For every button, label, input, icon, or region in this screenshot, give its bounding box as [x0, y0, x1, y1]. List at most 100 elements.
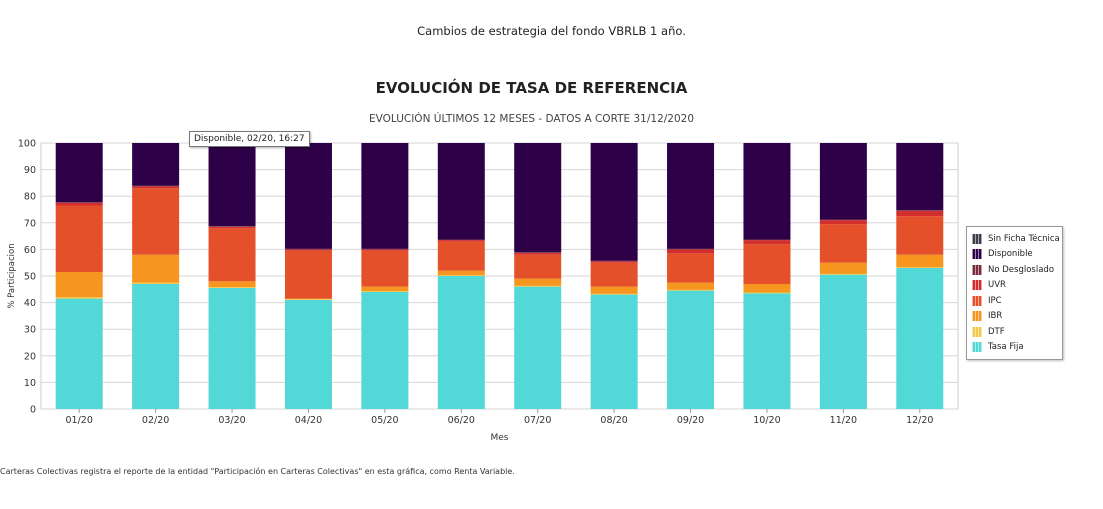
legend-label: IPC: [988, 295, 1002, 306]
bar-segment-no-desgloslado: [437, 239, 485, 241]
bar-segment-dtf: [667, 289, 715, 291]
legend-label: IBR: [988, 311, 1003, 322]
x-tick-label: 06/20: [448, 415, 475, 426]
legend-item[interactable]: UVR: [972, 278, 1062, 294]
bar-segment-dtf: [819, 273, 867, 275]
bar-segment-uvr: [896, 210, 944, 217]
x-tick-label: 11/20: [830, 415, 857, 426]
y-tick-label: 0: [30, 405, 36, 416]
bar-segment-uvr: [55, 202, 103, 206]
legend-swatch: [972, 249, 982, 260]
bar-segment-ipc: [667, 253, 715, 283]
legend-label: No Desgloslado: [988, 264, 1055, 275]
legend-label: DTF: [988, 326, 1005, 337]
bar-segment-ipc: [55, 205, 103, 273]
bar-segment-ibr: [819, 262, 867, 274]
chart-tooltip: Disponible, 02/20, 16:27: [189, 131, 310, 147]
bar-segment-uvr: [437, 240, 485, 242]
bar-segment-disponible: [284, 143, 332, 249]
legend-swatch: [972, 264, 982, 275]
chart-title: EVOLUCIÓN DE TASA DE REFERENCIA: [375, 79, 688, 97]
bar-segment-uvr: [743, 240, 791, 245]
y-axis-label: % Participacion: [7, 243, 17, 308]
bar-segment-tasa-fija: [55, 298, 103, 409]
legend-item[interactable]: IBR: [972, 309, 1062, 325]
bar-segment-ibr: [208, 281, 256, 288]
bar-segment-tasa-fija: [284, 299, 332, 409]
bar-segment-tasa-fija: [437, 276, 485, 409]
bar-segment-disponible: [590, 143, 638, 261]
bar-segment-uvr: [208, 226, 256, 229]
x-tick-label: 12/20: [906, 415, 933, 426]
y-tick-label: 70: [24, 218, 36, 229]
bar-segment-dtf: [437, 275, 485, 276]
y-tick-label: 30: [24, 325, 36, 336]
bar-segment-tasa-fija: [896, 268, 944, 409]
bar-segment-ipc: [284, 250, 332, 299]
bar-segment-no-desgloslado: [743, 239, 791, 241]
bar-segment-tasa-fija: [132, 283, 180, 409]
bar-segment-no-desgloslado: [208, 226, 256, 227]
legend-item[interactable]: Sin Ficha Técnica: [972, 231, 1062, 247]
legend-label: Tasa Fija: [988, 342, 1024, 353]
bar-segment-no-desgloslado: [896, 210, 944, 211]
y-tick-label: 20: [24, 351, 36, 362]
x-tick-label: 01/20: [66, 415, 93, 426]
x-tick-label: 08/20: [600, 415, 627, 426]
bar-segment-tasa-fija: [743, 293, 791, 409]
bar-segment-dtf: [743, 292, 791, 294]
bar-segment-ipc: [819, 224, 867, 263]
x-tick-label: 03/20: [218, 415, 245, 426]
legend-item[interactable]: No Desgloslado: [972, 262, 1062, 278]
bar-segment-no-desgloslado: [819, 219, 867, 221]
bar-segment-ibr: [514, 278, 562, 286]
bar-segment-disponible: [667, 143, 715, 249]
legend-item[interactable]: Tasa Fija: [972, 340, 1062, 356]
legend-item[interactable]: IPC: [972, 293, 1062, 309]
y-tick-label: 90: [24, 165, 36, 176]
bar-segment-ibr: [284, 298, 332, 300]
bar-segment-uvr: [590, 261, 638, 263]
bar-segment-uvr: [667, 249, 715, 254]
bar-segment-tasa-fija: [590, 294, 638, 409]
y-tick-label: 80: [24, 192, 36, 203]
legend-swatch: [972, 342, 982, 353]
bar-segment-tasa-fija: [667, 290, 715, 409]
legend-label: UVR: [988, 280, 1006, 291]
bar-segment-ibr: [896, 254, 944, 268]
legend-label: Sin Ficha Técnica: [988, 233, 1060, 244]
legend-swatch: [972, 280, 982, 291]
bar-segment-disponible: [819, 143, 867, 220]
bar-segment-no-desgloslado: [514, 252, 562, 253]
bar-segment-no-desgloslado: [361, 248, 409, 250]
footnote: Carteras Colectivas registra el reporte …: [0, 467, 515, 476]
bar-segment-disponible: [437, 143, 485, 240]
chart-legend: Sin Ficha Técnica Disponible No Desgloslad…: [966, 226, 1063, 360]
bar-segment-ibr: [361, 286, 409, 292]
bar-segment-ibr: [743, 283, 791, 293]
bar-segment-ipc: [132, 188, 180, 255]
bar-segment-tasa-fija: [208, 287, 256, 409]
bar-segment-disponible: [55, 143, 103, 203]
chart-subtitle: EVOLUCIÓN ÚLTIMOS 12 MESES - DATOS A COR…: [368, 113, 695, 125]
bar-segment-dtf: [514, 285, 562, 287]
bar-segment-no-desgloslado: [590, 260, 638, 262]
bar-segment-no-desgloslado: [132, 185, 180, 187]
legend-item[interactable]: Disponible: [972, 247, 1062, 263]
bar-segment-ipc: [437, 241, 485, 271]
x-tick-label: 04/20: [295, 415, 322, 426]
bar-segment-ipc: [361, 250, 409, 287]
bar-segment-tasa-fija: [514, 286, 562, 409]
legend-item[interactable]: DTF: [972, 324, 1062, 340]
bar-segment-dtf: [55, 297, 103, 299]
bar-segment-ipc: [896, 216, 944, 255]
bar-segment-disponible: [132, 143, 180, 186]
bar-segment-disponible: [896, 143, 944, 211]
bar-segment-ibr: [667, 282, 715, 290]
bar-segment-ibr: [55, 272, 103, 298]
bar-segment-disponible: [361, 143, 409, 249]
bar-segment-uvr: [284, 249, 332, 251]
legend-label: Disponible: [988, 249, 1033, 260]
bar-segment-uvr: [132, 186, 180, 189]
